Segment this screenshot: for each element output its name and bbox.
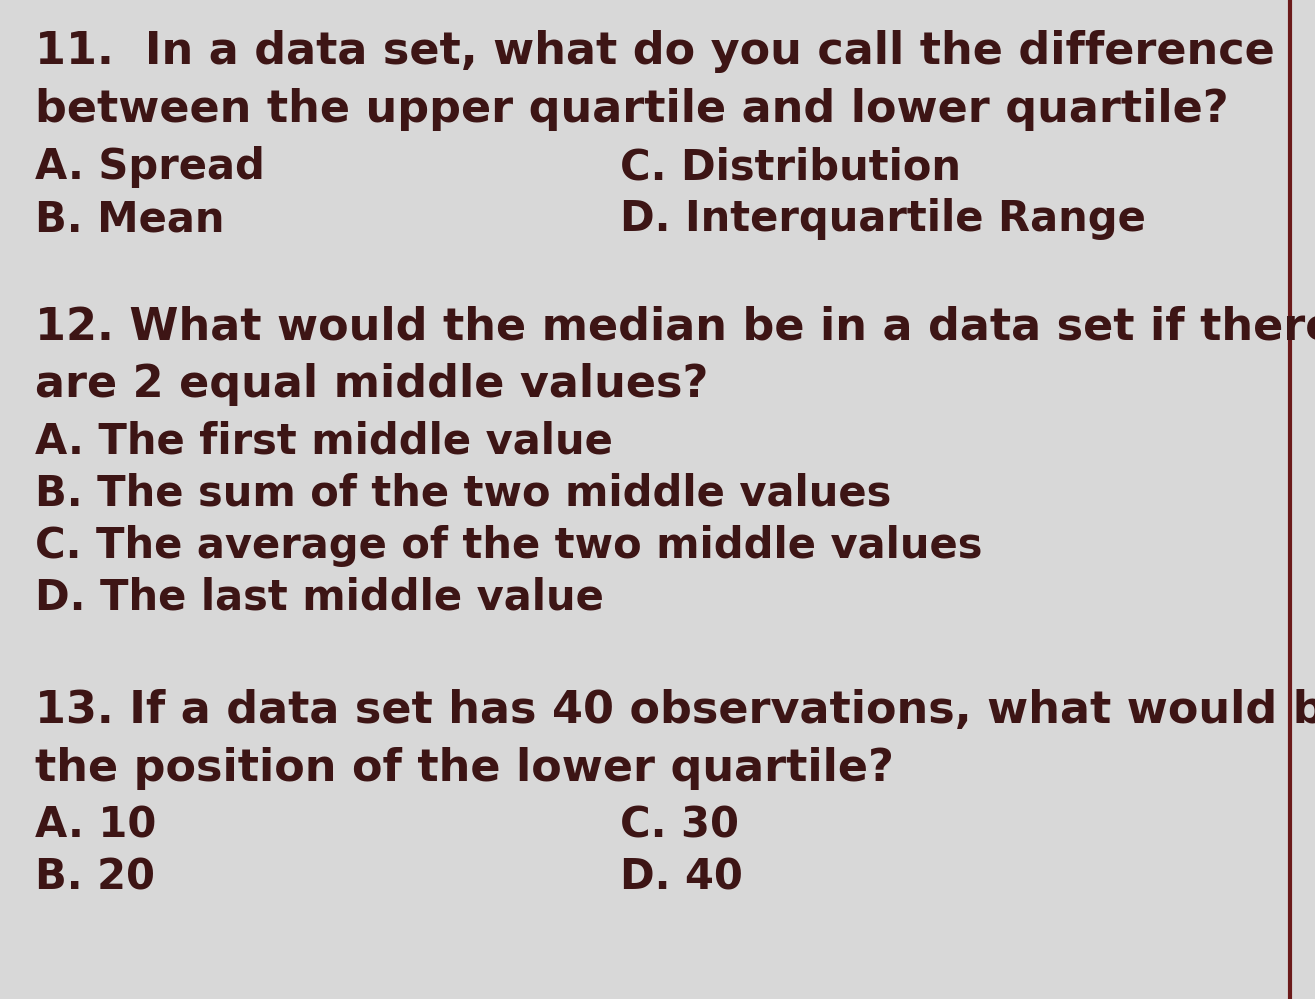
Text: D. Interquartile Range: D. Interquartile Range [619,198,1145,240]
Text: 11.  In a data set, what do you call the difference: 11. In a data set, what do you call the … [36,30,1274,73]
Text: B. The sum of the two middle values: B. The sum of the two middle values [36,473,892,515]
Text: A. The first middle value: A. The first middle value [36,421,613,463]
Text: between the upper quartile and lower quartile?: between the upper quartile and lower qua… [36,88,1228,131]
Text: D. The last middle value: D. The last middle value [36,577,604,619]
Text: B. 20: B. 20 [36,857,155,899]
Text: A. 10: A. 10 [36,805,156,847]
Text: C. Distribution: C. Distribution [619,146,961,188]
Text: 13. If a data set has 40 observations, what would be: 13. If a data set has 40 observations, w… [36,689,1315,732]
Text: 12. What would the median be in a data set if there: 12. What would the median be in a data s… [36,305,1315,348]
Text: C. 30: C. 30 [619,805,739,847]
Text: the position of the lower quartile?: the position of the lower quartile? [36,747,894,790]
Text: are 2 equal middle values?: are 2 equal middle values? [36,363,709,406]
Text: C. The average of the two middle values: C. The average of the two middle values [36,525,982,567]
Text: D. 40: D. 40 [619,857,743,899]
Text: B. Mean: B. Mean [36,198,225,240]
Text: A. Spread: A. Spread [36,146,264,188]
